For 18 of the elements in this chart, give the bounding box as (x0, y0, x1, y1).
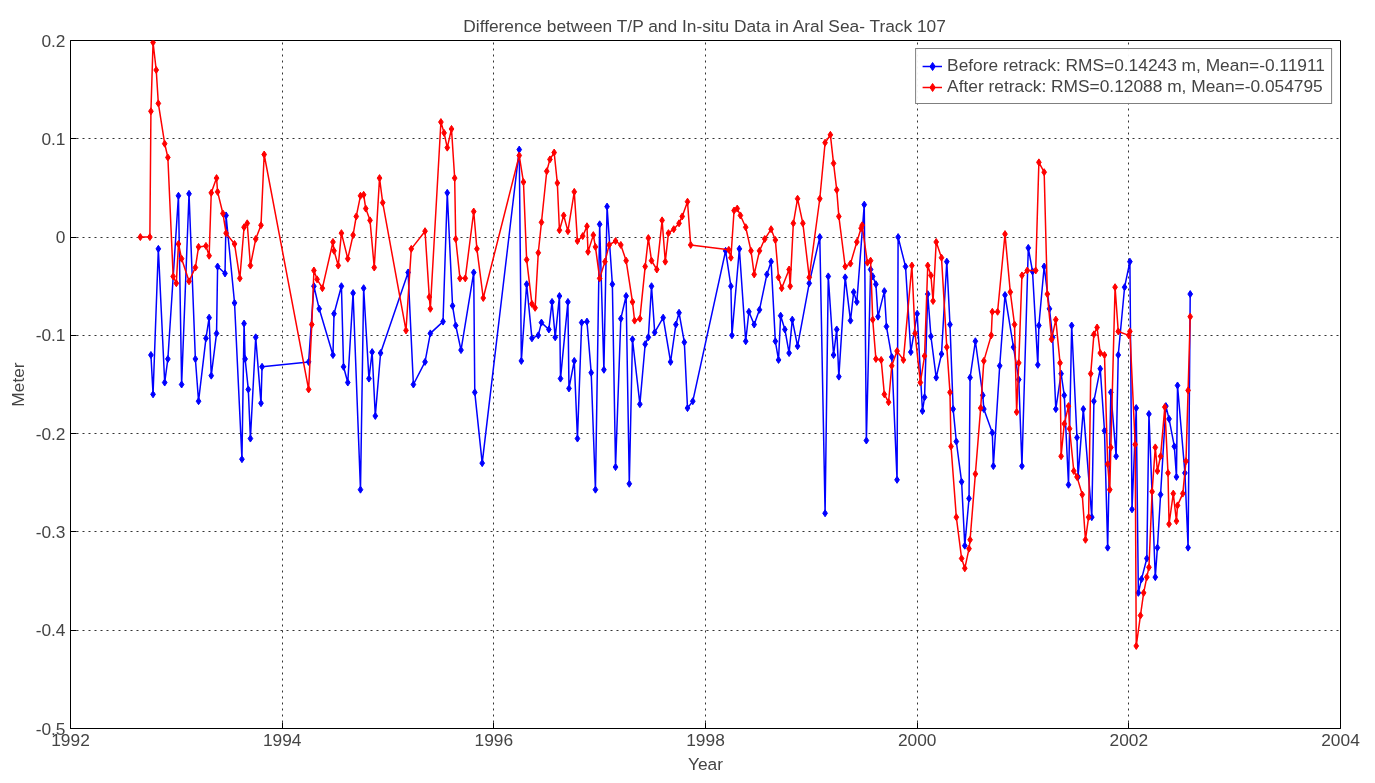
x-axis-title: Year (687, 753, 724, 774)
chart-title: Difference between T/P and In-situ Data in Aral Sea- Track 107 (463, 15, 946, 36)
y-tick-label: 0 (55, 227, 66, 248)
x-tick-label: 2000 (897, 729, 937, 750)
y-tick-label: -0.1 (35, 325, 66, 346)
legend-label: Before retrack: RMS=0.14243 m, Mean=-0.11911 (947, 55, 1325, 76)
y-tick-label: -0.3 (35, 521, 66, 542)
x-tick-label: 1998 (686, 729, 725, 750)
y-tick-label: -0.4 (35, 620, 66, 641)
legend-label: After retrack: RMS=0.12088 m, Mean=-0.054795 (947, 76, 1323, 97)
y-tick-label: 0.2 (41, 30, 66, 51)
y-axis-title: Meter (7, 362, 28, 407)
y-tick-label: 0.1 (41, 128, 66, 149)
x-tick-label: 1996 (474, 729, 514, 750)
x-tick-label: 2004 (1321, 729, 1361, 750)
x-tick-label: 2002 (1109, 729, 1149, 750)
y-tick-label: -0.2 (35, 423, 66, 444)
x-tick-label: 1994 (262, 729, 302, 750)
